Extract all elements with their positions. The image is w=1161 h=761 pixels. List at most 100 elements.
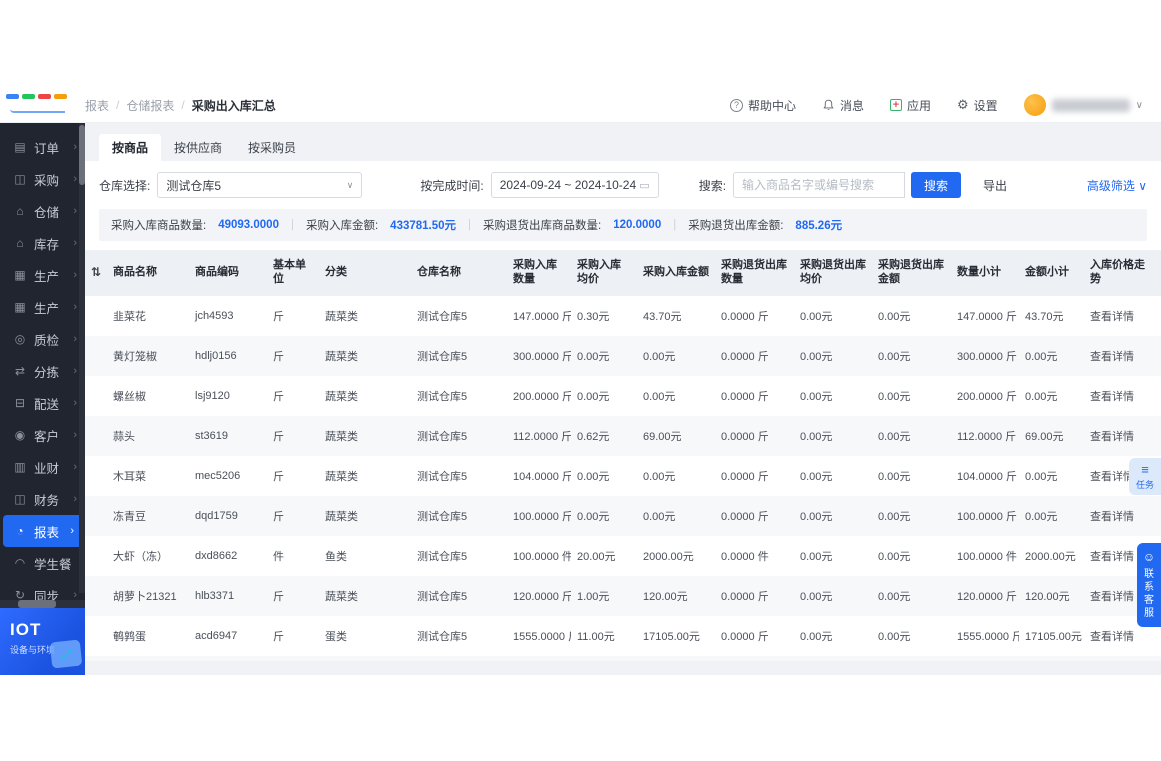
table-cell: 0.0000 斤	[721, 430, 769, 443]
table-cell: 100.0000 斤	[957, 510, 1017, 523]
user-menu[interactable]: ∨	[1023, 94, 1143, 116]
table-cell: 100.0000 件	[957, 550, 1017, 563]
breadcrumb-item[interactable]: 仓储报表	[126, 98, 175, 113]
table-cell: 斤	[273, 510, 284, 523]
table-cell: 成品/套餐/成品	[319, 656, 411, 662]
iot-subtitle: 设备与环境	[10, 645, 56, 655]
view-details-link[interactable]: 查看详情	[1090, 630, 1134, 643]
table-cell: st3619	[195, 429, 229, 442]
apps-button[interactable]: + 应用	[889, 97, 931, 114]
app-logo	[0, 88, 85, 123]
table-cell: 斤	[273, 350, 284, 363]
view-details-link[interactable]: 查看详情	[1090, 310, 1134, 323]
sidebar-item-production-1[interactable]: ▦ 生产 ›	[0, 259, 85, 291]
row-gutter	[85, 576, 107, 616]
export-button[interactable]: 导出	[971, 172, 1020, 198]
table-cell: 120.00元	[643, 590, 688, 603]
table-cell: 120.0000 斤	[957, 590, 1017, 603]
view-details-link[interactable]: 查看详情	[1090, 350, 1134, 363]
table-cell: 测试仓库5	[411, 656, 507, 662]
chevron-right-icon: ›	[73, 589, 77, 601]
sidebar-vertical-scrollbar[interactable]	[79, 123, 85, 593]
table-cell: hlb3371	[195, 589, 235, 602]
sidebar-item-customers[interactable]: ◉ 客户 ›	[0, 419, 85, 451]
tab-by-purchaser[interactable]: 按采购员	[248, 141, 297, 155]
table-cell: 0.00元	[800, 470, 833, 483]
sidebar-item-warehouse[interactable]: ⌂ 仓储 ›	[0, 195, 85, 227]
sidebar-item-inventory[interactable]: ⌂ 库存 ›	[0, 227, 85, 259]
table-cell: 0.0000 斤	[721, 630, 769, 643]
sidebar-item-student-meal[interactable]: ◠ 学生餐	[0, 547, 85, 579]
table-cell: 0.00元	[800, 390, 833, 403]
summary-value: 433781.50元	[390, 220, 457, 232]
iot-banner[interactable]: IOT 设备与环境 ⤢	[0, 608, 85, 675]
view-details-link[interactable]: 查看详情	[1090, 590, 1134, 603]
tab-by-supplier[interactable]: 按供应商	[174, 141, 223, 155]
chevron-right-icon: ›	[73, 493, 77, 505]
table-cell: 69.00元	[643, 430, 682, 443]
table-cell: 斤	[273, 470, 284, 483]
tab-by-product[interactable]: 按商品	[99, 134, 162, 161]
table-cell: 斤	[273, 310, 284, 323]
view-details-link[interactable]: 查看详情	[1090, 390, 1134, 403]
sidebar-item-quality[interactable]: ◎ 质检 ›	[0, 323, 85, 355]
table-cell: 测试仓库5	[417, 390, 468, 403]
date-range-label: 按完成时间:	[420, 178, 484, 193]
date-range-picker[interactable]: 2024-09-24 ~ 2024-10-24 ▭	[490, 172, 659, 198]
row-gutter	[85, 336, 107, 376]
advanced-filter-toggle[interactable]: 高级筛选 ∨	[1086, 178, 1147, 193]
table-cell: 300.0000 斤	[513, 350, 571, 363]
chevron-right-icon: ›	[73, 269, 77, 281]
view-details-link[interactable]: 查看详情	[1090, 550, 1134, 563]
table-cell: 0.00元	[1025, 390, 1058, 403]
breadcrumb-separator: /	[181, 98, 185, 112]
table-cell: 17105.00元	[643, 630, 700, 643]
sidebar-item-finance[interactable]: ◫ 财务 ›	[0, 483, 85, 515]
table-cell: 2000.00元	[643, 550, 694, 563]
sidebar-item-biz-finance[interactable]: ▥ 业财 ›	[0, 451, 85, 483]
view-details-link[interactable]: 查看详情	[1084, 656, 1161, 662]
view-details-link[interactable]: 查看详情	[1090, 430, 1134, 443]
sidebar-item-production-2[interactable]: ▦ 生产 ›	[0, 291, 85, 323]
settings-button[interactable]: ⚙ 设置	[957, 97, 998, 114]
summary-divider: |	[468, 219, 472, 231]
customer-service-floating-button[interactable]: ☺ 联系客服	[1137, 543, 1161, 627]
sidebar-item-reports[interactable]: ◔ 报表 ›	[3, 515, 82, 547]
warehouse-select[interactable]: 测试仓库5 ∨	[157, 172, 363, 198]
question-circle-icon: ?	[729, 98, 743, 112]
table-cell: 蔬菜类	[325, 310, 358, 323]
tasks-floating-button[interactable]: ≡ 任务	[1129, 458, 1161, 495]
table-cell: 43.70元	[1025, 310, 1064, 323]
search-input[interactable]	[733, 172, 906, 198]
view-details-link[interactable]: 查看详情	[1090, 510, 1134, 523]
breadcrumb-item[interactable]: 报表	[85, 98, 110, 113]
table-cell: 测试仓库5	[417, 550, 468, 563]
summary-label: 采购入库金额:	[305, 220, 379, 232]
avatar	[1023, 94, 1046, 116]
sidebar-item-label: 生产	[34, 301, 60, 316]
sidebar-item-sorting[interactable]: ⇄ 分拣 ›	[0, 355, 85, 387]
table-cell: 木耳菜	[113, 470, 146, 483]
column-filter-icon[interactable]: ⇅	[91, 264, 102, 279]
sidebar-item-delivery[interactable]: ⊟ 配送 ›	[0, 387, 85, 419]
table-cell: 0.00元	[577, 390, 610, 403]
view-details-link[interactable]: 查看详情	[1090, 470, 1134, 483]
search-button[interactable]: 搜索	[911, 172, 962, 198]
table-cell: 0.00元	[878, 630, 911, 643]
table-cell: 螺丝椒	[113, 390, 146, 403]
table-cell: 0.00元	[1025, 350, 1058, 363]
table-cell: 测试仓库5	[417, 590, 468, 603]
iot-title: IOT	[10, 620, 42, 639]
sidebar-item-orders[interactable]: ▤ 订单 ›	[0, 131, 85, 163]
chevron-right-icon: ›	[73, 237, 77, 249]
chevron-right-icon: ›	[73, 141, 77, 153]
sidebar-item-purchase[interactable]: ◫ 采购 ›	[0, 163, 85, 195]
sidebar-horizontal-scrollbar[interactable]	[0, 600, 85, 608]
breadcrumb-item: 采购出入库汇总	[191, 98, 276, 113]
sidebar-item-label: 财务	[34, 493, 60, 508]
sidebar: ▤ 订单 › ◫ 采购 › ⌂ 仓储 › ⌂ 库存 › ▦ 生产 › ▦ 生产 › ◎ 质检 › ⇄ 分拣 › ⊟ 配送 › ◉ 客户 ›…	[0, 123, 85, 675]
messages-button[interactable]: 消息	[822, 97, 864, 114]
table-cell: 1555.0000 斤	[957, 630, 1019, 643]
help-center-button[interactable]: ? 帮助中心	[729, 97, 796, 114]
